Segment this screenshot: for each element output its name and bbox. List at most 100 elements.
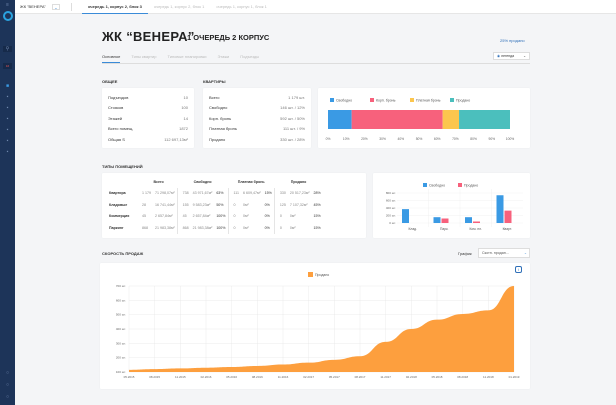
- block-tab[interactable]: очередь 1, корпус 1, блок 1: [216, 3, 267, 9]
- row-value: 146 шт. / 12%: [280, 105, 305, 111]
- legend-dropdown[interactable]: ◉ легенда ⌄: [493, 52, 530, 60]
- tab-entrances[interactable]: Подъезды: [240, 54, 260, 59]
- tick-label: 100%: [506, 137, 515, 141]
- briefcase-icon[interactable]: ▪: [6, 105, 9, 111]
- table-row: Кладовые 28 16 741,44м² 155 9 583,23м² 50% 0 0м…: [106, 199, 323, 211]
- category-label: Ком. пл.: [470, 227, 483, 231]
- types-card: Всего Свободно Платная бронь Продано Квартир…: [102, 173, 366, 238]
- tick-label: 11.2017: [380, 375, 391, 379]
- tick-label: 08.2016: [252, 375, 263, 379]
- table-cell: 2 657,84м²: [192, 214, 211, 219]
- logout-icon[interactable]: ○: [5, 394, 10, 400]
- building-icon[interactable]: ■: [5, 83, 10, 89]
- info-row: Всего помещ. 1872: [108, 124, 188, 135]
- table-cell: 0м²: [242, 225, 249, 230]
- tick-label: 05.2015: [124, 375, 135, 379]
- info-row: Всего 1 179 шт.: [209, 92, 305, 103]
- table-cell: Кладовые: [109, 202, 128, 207]
- chevron-down-icon: ⌄: [523, 251, 527, 255]
- legend-label: Продано: [456, 99, 470, 103]
- stacked-bar-segment: [459, 110, 510, 129]
- legend-label: Продано: [315, 273, 329, 277]
- block-tab[interactable]: очередь 1, корпус 2, блок 1: [153, 3, 205, 9]
- tab-apartment-types[interactable]: Типы квартир: [131, 54, 157, 59]
- row-value: 10: [183, 94, 188, 100]
- row-value: 1 179 шт.: [288, 94, 305, 100]
- legend-label: Корп. бронь: [376, 99, 396, 103]
- tick-label: 08.2015: [149, 375, 160, 379]
- table-cell: 155: [176, 199, 191, 211]
- table-cell: 15%: [313, 225, 321, 230]
- apartments-chart-card: Свободно Корп. бронь Платная бронь Продано 0…: [318, 88, 530, 148]
- general-card: Подъездов 10 Стояков 100 Этажей 14 Всего помещ…: [102, 88, 194, 148]
- table-cell: 0: [227, 210, 241, 222]
- bar: [496, 195, 504, 223]
- page-subtitle: 1 ОЧЕРЕДЬ 2 КОРПУС: [187, 33, 270, 42]
- category-label: Кварт.: [503, 227, 512, 231]
- info-row: Подъездов 10: [108, 92, 188, 103]
- table-cell: 330: [273, 187, 288, 199]
- row-label: Всего помещ.: [108, 126, 134, 132]
- row-value: 1872: [179, 126, 188, 132]
- tick-label: 0 шт.: [389, 221, 396, 225]
- row-value: 592 шт. / 50%: [280, 115, 305, 121]
- chart-icon[interactable]: ▪: [6, 116, 9, 122]
- settings-icon[interactable]: ○: [5, 370, 10, 376]
- search-icon[interactable]: ⚲: [3, 46, 12, 52]
- table-cell: 0%: [264, 214, 270, 219]
- legend-label: Свободно: [336, 99, 352, 103]
- tick-label: 05.2016: [226, 375, 237, 379]
- tick-label: 80%: [470, 137, 477, 141]
- legend-swatch: [423, 183, 427, 187]
- legend-swatch: [330, 98, 334, 102]
- menu-icon[interactable]: ≡: [6, 2, 9, 8]
- table-cell: 868: [176, 222, 191, 234]
- tab-layouts[interactable]: Типовые планировки: [167, 54, 207, 59]
- types-bar-chart: Свободно Продано 0 шт. 200 шт. 400 шт. 600 шт…: [386, 183, 523, 231]
- tick-label: 500 шт.: [116, 313, 126, 317]
- column-header: Всего: [153, 179, 164, 184]
- info-row: Этажей 14: [108, 113, 188, 124]
- notifications-icon[interactable]: 16: [3, 63, 12, 69]
- list-icon[interactable]: ▪: [6, 127, 9, 133]
- row-label: Корп. бронь: [209, 115, 232, 121]
- info-icon[interactable]: i: [515, 266, 522, 273]
- chat-icon[interactable]: ▪: [6, 94, 9, 100]
- graph-select[interactable]: Скотн. продан... ⌄: [478, 248, 530, 258]
- info-row: Платная бронь 111 шт. / 9%: [209, 124, 305, 135]
- row-label: Общая S: [108, 136, 125, 142]
- stacked-bar-segment: [351, 110, 443, 129]
- notification-badge: 16: [5, 64, 10, 68]
- chevron-down-icon[interactable]: ⌄: [51, 3, 60, 10]
- types-chart-card: Свободно Продано 0 шт. 200 шт. 400 шт. 600 шт…: [373, 173, 530, 238]
- tick-label: 0%: [326, 137, 331, 141]
- tick-label: 11.2016: [278, 375, 289, 379]
- table-row: Коммерция 45 2 657,84м² 45 2 657,84м² 100% 0 0м…: [106, 210, 323, 222]
- sold-link[interactable]: 25% продано: [500, 38, 525, 43]
- legend-swatch: [308, 272, 313, 277]
- table-cell: 45: [142, 214, 146, 219]
- tick-label: 200 шт.: [386, 214, 396, 218]
- help-icon[interactable]: ○: [5, 382, 10, 388]
- row-value: 111 шт. / 9%: [282, 126, 305, 132]
- row-label: Продано: [209, 136, 226, 142]
- tick-label: 08.2018: [457, 375, 468, 379]
- tab-main[interactable]: Основное: [102, 52, 121, 63]
- legend-swatch: [410, 98, 414, 102]
- table-cell: 125: [273, 199, 288, 211]
- row-label: Этажей: [108, 115, 123, 121]
- table-row: Паркинг 868 21 983,38м² 868 21 983,38м² 100% 0…: [106, 222, 323, 234]
- row-value: 112 697,13м²: [164, 136, 188, 142]
- tick-label: 05.2018: [432, 375, 443, 379]
- tick-label: 100 шт.: [116, 370, 126, 374]
- info-row: Свободно 146 шт. / 12%: [209, 103, 305, 114]
- logo-icon: [3, 11, 13, 21]
- info-row: Стояков 100: [108, 103, 188, 114]
- column-header: Продано: [290, 179, 307, 184]
- table-cell: 71 298,07м²: [155, 191, 175, 196]
- block-tab[interactable]: очередь 1, корпус 2, блок 3: [81, 0, 148, 14]
- document-icon[interactable]: ▪: [6, 149, 9, 155]
- users-icon[interactable]: ▪: [6, 138, 9, 144]
- tick-label: 300 шт.: [116, 341, 126, 345]
- tab-floors[interactable]: Этажи: [217, 54, 230, 59]
